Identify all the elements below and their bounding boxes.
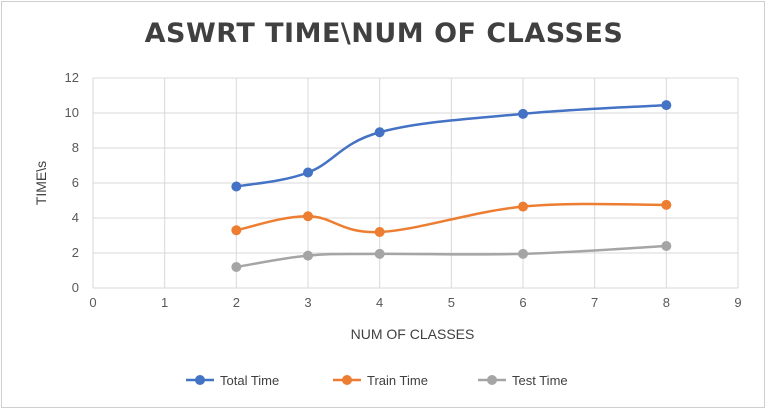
y-axis-label: TIME\s xyxy=(33,161,49,205)
legend-marker-test-time xyxy=(487,375,497,385)
legend-item-total-time: Total Time xyxy=(186,373,279,388)
legend: Total Time Train Time Test Time xyxy=(186,373,568,388)
train-time-line xyxy=(236,202,667,234)
y-tick-label: 0 xyxy=(72,280,79,295)
chart-title: ASWRT TIME\NUM OF CLASSES xyxy=(144,18,624,49)
test-time-point xyxy=(231,262,242,272)
x-tick-label: 3 xyxy=(304,295,311,310)
y-tick-label: 8 xyxy=(72,140,79,155)
x-tick-label: 5 xyxy=(448,295,455,310)
x-tick-labels: 0 1 2 3 4 5 6 7 8 9 xyxy=(89,295,741,310)
legend-label-test-time: Test Time xyxy=(512,373,568,388)
legend-item-train-time: Train Time xyxy=(333,373,428,388)
gridlines xyxy=(92,77,739,289)
test-time-point xyxy=(518,248,528,259)
y-tick-labels: 0 2 4 6 8 10 12 xyxy=(65,70,79,295)
x-tick-label: 7 xyxy=(591,295,598,310)
x-tick-label: 0 xyxy=(89,295,96,310)
train-time-point xyxy=(231,225,242,236)
series-total-time xyxy=(231,100,672,192)
series-train-time xyxy=(231,199,672,237)
test-time-line xyxy=(236,244,667,269)
test-time-point xyxy=(374,248,385,259)
train-time-point xyxy=(661,199,672,210)
y-tick-label: 12 xyxy=(65,70,79,85)
total-time-point xyxy=(374,127,385,138)
legend-marker-total-time xyxy=(195,375,205,385)
x-tick-label: 4 xyxy=(376,295,383,310)
x-tick-label: 8 xyxy=(663,295,670,310)
total-time-point xyxy=(661,100,672,111)
train-time-point xyxy=(374,227,385,237)
legend-marker-train-time xyxy=(342,375,352,385)
series-lines xyxy=(231,100,672,272)
legend-label-total-time: Total Time xyxy=(220,373,279,388)
total-time-line xyxy=(236,103,667,188)
y-tick-label: 4 xyxy=(72,210,79,225)
train-time-point xyxy=(518,201,528,212)
legend-item-test-time: Test Time xyxy=(478,373,568,388)
x-axis-label: NUM OF CLASSES xyxy=(351,326,475,342)
series-test-time xyxy=(231,241,672,272)
x-tick-label: 9 xyxy=(734,295,741,310)
legend-label-train-time: Train Time xyxy=(367,373,428,388)
y-tick-label: 10 xyxy=(65,105,79,120)
total-time-point xyxy=(231,181,242,192)
x-tick-label: 6 xyxy=(519,295,526,310)
total-time-point xyxy=(518,108,528,119)
x-tick-label: 2 xyxy=(233,295,240,310)
train-time-point xyxy=(303,211,313,222)
y-tick-label: 2 xyxy=(72,245,79,260)
test-time-point xyxy=(661,241,672,251)
x-tick-label: 1 xyxy=(161,295,168,310)
y-tick-label: 6 xyxy=(72,175,79,190)
test-time-point xyxy=(303,250,313,261)
total-time-point xyxy=(303,167,313,178)
